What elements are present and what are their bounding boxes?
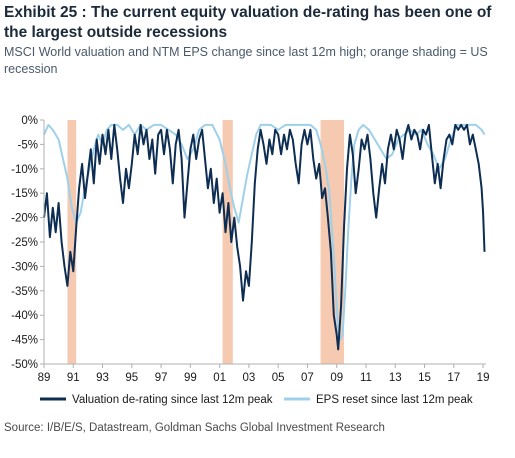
y-tick-label: -45% [11, 335, 38, 347]
x-tick-label: 89 [38, 372, 51, 384]
x-tick-label: 07 [301, 372, 314, 384]
x-tick-label: 13 [389, 372, 402, 384]
x-tick-label: 11 [360, 372, 372, 384]
y-tick-label: 0% [21, 115, 38, 127]
series-line-valuation [43, 123, 486, 351]
y-tick-label: -5% [18, 139, 38, 151]
recession-band-2 [222, 120, 233, 364]
x-tick-label: 91 [67, 372, 80, 384]
x-tick-label: 99 [184, 372, 197, 384]
x-tick-label: 93 [96, 372, 109, 384]
legend: Valuation de-rating since last 12m peak E… [40, 394, 473, 406]
chart-subtitle: MSCI World valuation and NTM EPS change … [4, 45, 488, 76]
y-tick-label: -40% [11, 310, 38, 322]
recession-band-1 [67, 120, 77, 364]
x-tick-label: 01 [213, 372, 226, 384]
y-tick-label: -25% [11, 237, 38, 249]
series-line-eps [43, 123, 486, 341]
y-tick-label: -20% [11, 213, 38, 225]
x-tick-label: 15 [418, 372, 431, 384]
x-tick-label: 03 [243, 372, 256, 384]
y-tick-label: -10% [11, 164, 38, 176]
y-tick-label: -35% [11, 286, 38, 298]
x-tick-label: 95 [125, 372, 138, 384]
source-note: Source: I/B/E/S, Datastream, Goldman Sac… [4, 422, 385, 434]
x-tick-label: 97 [155, 372, 168, 384]
x-tick-label: 09 [330, 372, 343, 384]
legend-label-eps: EPS reset since last 12m peak [316, 394, 473, 406]
x-tick-label: 05 [272, 372, 285, 384]
page-title: Exhibit 25 : The current equity valuatio… [4, 4, 492, 41]
legend-label-valuation: Valuation de-rating since last 12m peak [72, 394, 273, 406]
y-tick-label: -30% [11, 261, 38, 273]
y-tick-label: -15% [11, 188, 38, 200]
y-tick-label: -50% [11, 359, 38, 371]
series-layer [43, 123, 486, 351]
x-tick-label: 17 [447, 372, 460, 384]
axes: 0% -5% -10% -15% -20% -25% -30% -35% -40% -45% -50… [11, 115, 489, 384]
x-tick-label: 19 [477, 372, 490, 384]
